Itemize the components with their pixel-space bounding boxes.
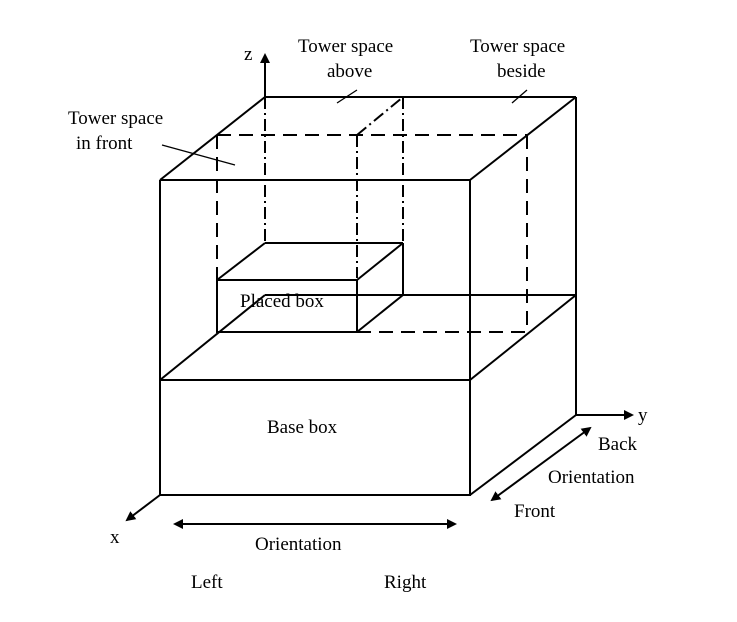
leader-tower-beside [511, 89, 528, 104]
label-axis-x: x [110, 527, 120, 548]
leader-tower-above [336, 89, 358, 104]
label-tower-above-line1: Tower space [298, 36, 393, 57]
label-base-box: Base box [267, 417, 338, 438]
placed-box-bottom-right-edge [356, 294, 404, 333]
label-axis-z: z [244, 44, 252, 65]
tower-space-outlines [216, 96, 528, 333]
base-box-top-left-edge [159, 294, 266, 381]
base-box-front-face [159, 379, 471, 496]
x-axis-arrow [125, 494, 161, 522]
label-placed-box: Placed box [240, 291, 324, 312]
label-back: Back [598, 434, 638, 455]
label-left: Left [191, 572, 223, 593]
base-box-top-right-edge [469, 294, 577, 381]
container-top-left-edge [159, 96, 266, 181]
leader-tower-front [161, 144, 236, 166]
axes [125, 53, 634, 522]
tower-above-top-right-edge [356, 96, 404, 136]
container-top-right-edge [469, 96, 577, 181]
orientation-arrows [173, 426, 592, 529]
text-labels: z Tower space above Tower space beside T… [68, 36, 648, 593]
label-tower-above-line2: above [327, 61, 372, 82]
label-axis-y: y [638, 405, 648, 426]
placed-box [216, 242, 404, 333]
label-tower-beside-line1: Tower space [470, 36, 565, 57]
container-box [159, 96, 577, 415]
placed-box-front-face [216, 279, 358, 333]
orientation-depth-arrow [490, 426, 592, 502]
label-right: Right [384, 572, 427, 593]
label-orientation-depth: Orientation [548, 467, 635, 488]
placed-box-top-left-edge [216, 242, 266, 281]
label-tower-front-line1: Tower space [68, 108, 163, 129]
placed-box-top-right-edge [356, 242, 404, 281]
leader-lines [161, 89, 528, 166]
label-orientation-width: Orientation [255, 534, 342, 555]
label-tower-front-line2: in front [76, 133, 133, 154]
base-box [159, 294, 577, 496]
label-tower-beside-line2: beside [497, 61, 546, 82]
label-front: Front [514, 501, 556, 522]
